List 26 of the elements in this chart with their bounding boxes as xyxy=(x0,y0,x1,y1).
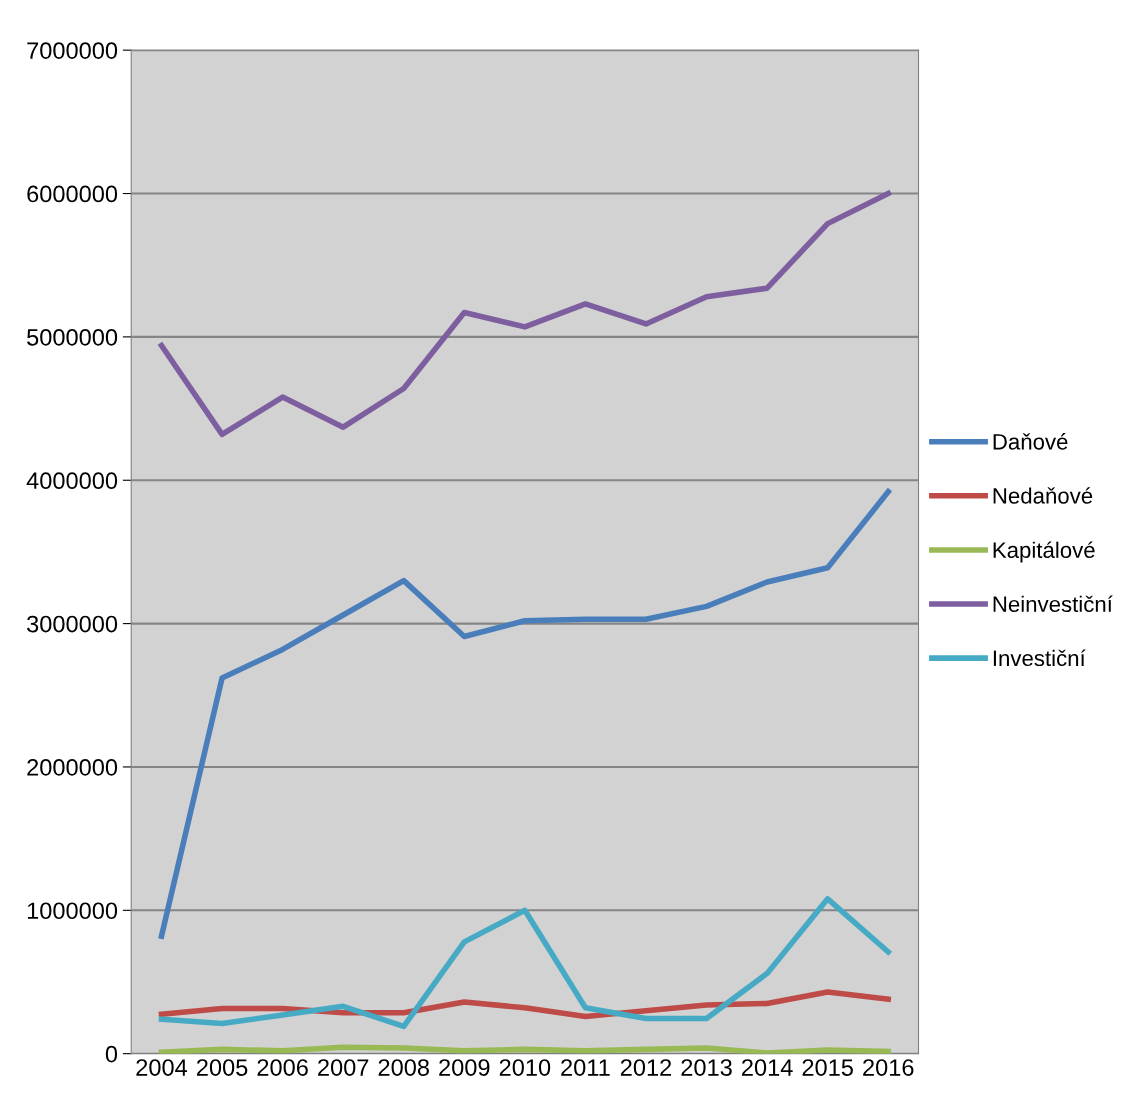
x-tick-label: 2006 xyxy=(257,1059,308,1076)
x-tick-label: 2013 xyxy=(681,1059,732,1076)
x-tick-label: 2005 xyxy=(196,1059,248,1076)
y-tick-label: 4000000 xyxy=(26,472,118,490)
x-tick-label: 2015 xyxy=(802,1059,853,1076)
x-tick-label: 2011 xyxy=(561,1059,610,1076)
legend-label: Neinvestiční xyxy=(993,595,1113,613)
legend-label: Investiční xyxy=(993,649,1086,667)
y-tick-label: 0 xyxy=(105,1045,118,1063)
legend-label: Nedaňové xyxy=(993,487,1093,504)
x-tick-label: 2009 xyxy=(439,1059,490,1076)
x-tick-label: 2007 xyxy=(318,1059,369,1076)
y-tick-label: 2000000 xyxy=(27,759,118,776)
x-tick-label: 2014 xyxy=(742,1059,793,1076)
x-tick-label: 2016 xyxy=(863,1059,914,1076)
x-tick-label: 2004 xyxy=(136,1059,188,1076)
y-tick-label: 5000000 xyxy=(27,328,118,346)
legend-label: Daňové xyxy=(993,433,1068,450)
y-tick-label: 1000000 xyxy=(27,902,118,920)
y-tick-label: 6000000 xyxy=(27,185,118,203)
x-tick-label: 2010 xyxy=(499,1059,551,1076)
y-tick-label: 7000000 xyxy=(27,42,118,59)
x-tick-label: 2008 xyxy=(378,1059,429,1076)
x-tick-label: 2012 xyxy=(620,1059,672,1076)
legend-label: Kapitálové xyxy=(993,541,1095,563)
y-tick-label: 3000000 xyxy=(27,615,118,633)
